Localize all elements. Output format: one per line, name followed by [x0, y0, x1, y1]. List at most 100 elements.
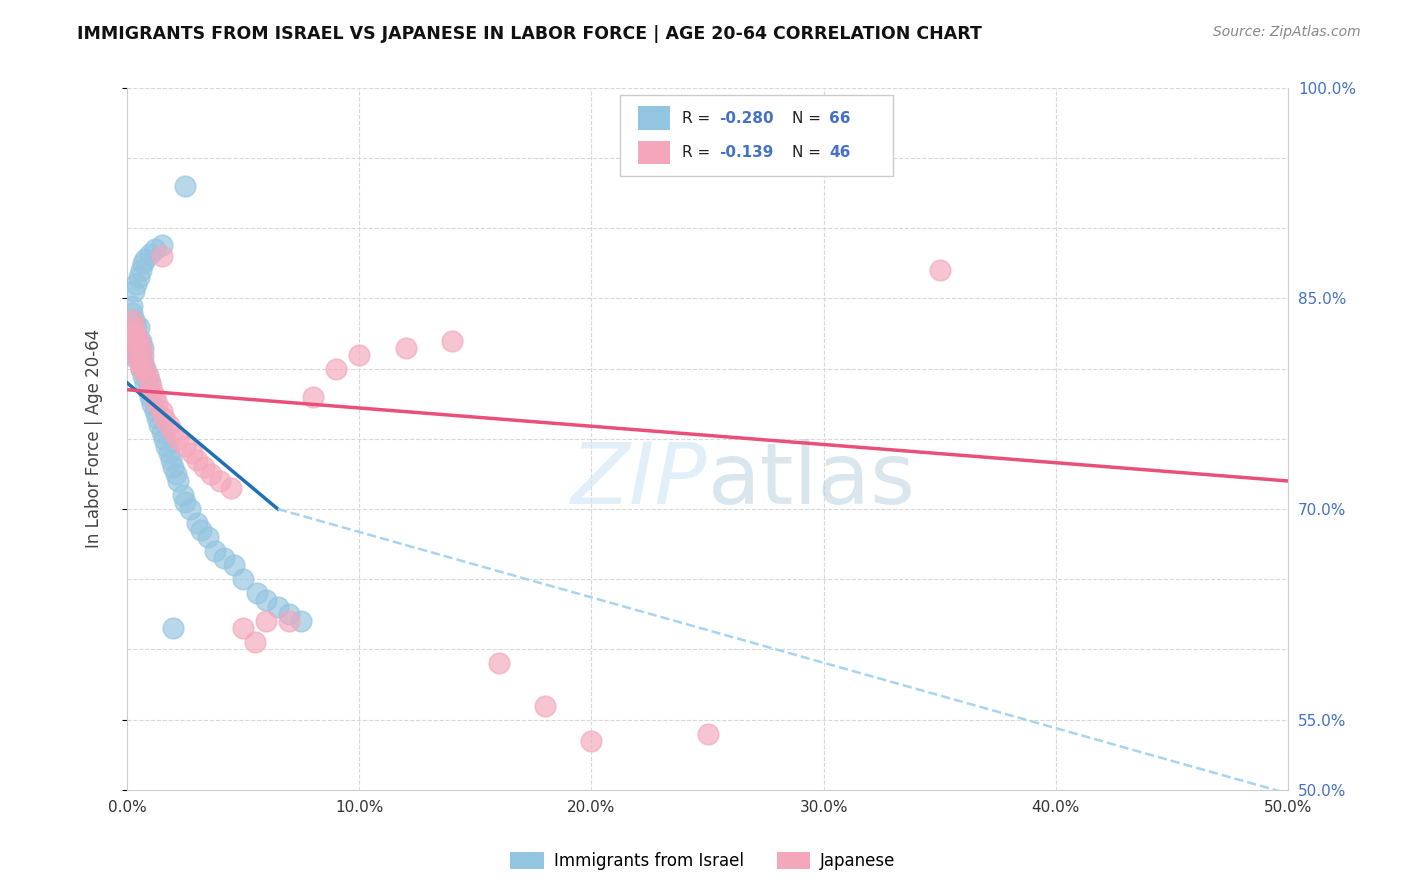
Point — [121, 312, 143, 326]
Bar — [638, 106, 671, 130]
Point — [129, 348, 152, 362]
Text: N =: N = — [793, 111, 827, 126]
Point — [153, 410, 176, 425]
Point — [125, 319, 148, 334]
Point — [118, 334, 141, 348]
FancyBboxPatch shape — [620, 95, 893, 176]
Point — [193, 459, 215, 474]
Point — [129, 361, 152, 376]
Y-axis label: In Labor Force | Age 20-64: In Labor Force | Age 20-64 — [86, 329, 103, 549]
Point — [162, 425, 184, 439]
Point — [122, 319, 145, 334]
Point — [122, 312, 145, 326]
Bar — [638, 141, 671, 164]
Point — [134, 361, 156, 376]
Point — [122, 341, 145, 355]
Point — [232, 621, 254, 635]
Point — [128, 354, 150, 368]
Point — [139, 376, 162, 390]
Point — [143, 390, 166, 404]
Point — [148, 417, 170, 432]
Point — [139, 376, 162, 390]
Point — [125, 326, 148, 341]
Point — [128, 348, 150, 362]
Point — [197, 530, 219, 544]
Point — [143, 404, 166, 418]
Legend: Immigrants from Israel, Japanese: Immigrants from Israel, Japanese — [503, 845, 903, 877]
Point — [581, 733, 603, 747]
Point — [128, 334, 150, 348]
Text: Source: ZipAtlas.com: Source: ZipAtlas.com — [1213, 25, 1361, 39]
Point — [488, 657, 510, 671]
Point — [121, 326, 143, 341]
Point — [165, 467, 187, 481]
Point — [129, 341, 152, 355]
Point — [232, 572, 254, 586]
Point — [162, 621, 184, 635]
Point — [132, 256, 155, 270]
Point — [928, 263, 950, 277]
Point — [167, 432, 190, 446]
Point — [141, 383, 163, 397]
Text: N =: N = — [793, 145, 827, 160]
Point — [221, 481, 243, 495]
Point — [141, 397, 163, 411]
Point — [121, 298, 143, 312]
Point — [122, 341, 145, 355]
Point — [128, 334, 150, 348]
Point — [134, 361, 156, 376]
Point — [347, 348, 370, 362]
Point — [128, 270, 150, 285]
Point — [146, 410, 169, 425]
Point — [243, 635, 266, 649]
Text: 46: 46 — [830, 145, 851, 160]
Point — [174, 495, 197, 509]
Point — [696, 727, 718, 741]
Point — [118, 334, 141, 348]
Point — [290, 615, 312, 629]
Point — [132, 341, 155, 355]
Text: -0.280: -0.280 — [718, 111, 773, 126]
Point — [125, 334, 148, 348]
Point — [128, 319, 150, 334]
Point — [118, 348, 141, 362]
Point — [278, 615, 301, 629]
Point — [190, 523, 212, 537]
Point — [121, 326, 143, 341]
Point — [132, 348, 155, 362]
Point — [125, 348, 148, 362]
Point — [254, 615, 277, 629]
Point — [129, 263, 152, 277]
Point — [146, 397, 169, 411]
Point — [186, 453, 208, 467]
Point — [136, 368, 159, 383]
Point — [246, 586, 269, 600]
Point — [125, 277, 148, 292]
Text: IMMIGRANTS FROM ISRAEL VS JAPANESE IN LABOR FORCE | AGE 20-64 CORRELATION CHART: IMMIGRANTS FROM ISRAEL VS JAPANESE IN LA… — [77, 25, 983, 43]
Point — [162, 459, 184, 474]
Point — [150, 238, 173, 252]
Point — [153, 432, 176, 446]
Point — [200, 467, 222, 481]
Point — [208, 474, 231, 488]
Point — [157, 417, 180, 432]
Point — [162, 874, 184, 888]
Point — [121, 319, 143, 334]
Text: ZIP: ZIP — [571, 440, 707, 523]
Text: 66: 66 — [830, 111, 851, 126]
Point — [441, 334, 464, 348]
Point — [122, 326, 145, 341]
Point — [157, 446, 180, 460]
Point — [186, 516, 208, 530]
Text: R =: R = — [682, 111, 716, 126]
Point — [150, 404, 173, 418]
Point — [155, 439, 177, 453]
Point — [150, 249, 173, 263]
Point — [301, 390, 323, 404]
Text: -0.139: -0.139 — [718, 145, 773, 160]
Point — [172, 488, 194, 502]
Point — [122, 285, 145, 299]
Text: atlas: atlas — [707, 440, 915, 523]
Point — [181, 446, 204, 460]
Point — [150, 425, 173, 439]
